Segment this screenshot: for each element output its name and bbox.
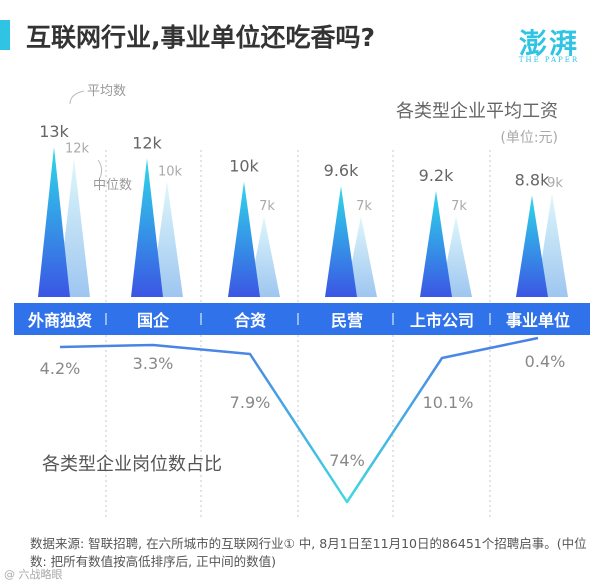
job-share-line <box>59 336 539 504</box>
source-note: 数据来源: 智联招聘, 在六所城市的互联网行业① 中, 8月1日至11月10日的… <box>30 536 587 569</box>
mean-value-label: 9.2k <box>419 166 454 185</box>
median-value-label: 7k <box>356 199 372 214</box>
job-share-label: 10.1% <box>423 393 474 412</box>
title-accent-bar <box>0 20 10 50</box>
mean-bar <box>131 158 163 297</box>
median-value-label: 9k <box>547 176 563 191</box>
median-value-label: 7k <box>259 199 275 214</box>
salary-chart-unit: (单位:元) <box>500 130 558 146</box>
logo-text: 澎湃 <box>518 27 579 60</box>
job-share-label: 0.4% <box>525 352 566 371</box>
legend-median-pointer <box>97 159 103 179</box>
legend-mean-label: 平均数 <box>87 84 126 99</box>
category-label: 合资 <box>234 311 266 330</box>
category-band <box>14 303 590 335</box>
watermark: @ 六战略眼 <box>4 568 63 581</box>
job-share-label: 74% <box>329 451 365 470</box>
category-label: 上市公司 <box>410 311 474 330</box>
median-value-label: 10k <box>158 165 183 180</box>
category-label: 外商独资 <box>27 311 92 330</box>
mean-bar <box>516 195 548 297</box>
mean-bar <box>325 186 357 297</box>
category-label: 事业单位 <box>506 311 570 330</box>
legend-mean-pointer <box>69 90 85 105</box>
job-share-label: 3.3% <box>133 354 174 373</box>
page-title: 互联网行业,事业单位还吃香吗? <box>26 23 376 52</box>
salary-chart-title: 各类型企业平均工资 <box>396 101 558 122</box>
logo-subtext: THE PAPER <box>518 56 580 64</box>
category-label: 民营 <box>331 311 363 330</box>
brand-logo: 澎湃 THE PAPER <box>512 22 586 64</box>
mean-bar <box>420 190 452 297</box>
median-value-label: 7k <box>451 199 467 214</box>
job-share-label: 4.2% <box>40 359 81 378</box>
header: 互联网行业,事业单位还吃香吗? 澎湃 THE PAPER <box>0 8 600 64</box>
mean-value-label: 12k <box>132 134 162 153</box>
category-label: 国企 <box>137 311 170 330</box>
mean-value-label: 9.6k <box>324 161 359 180</box>
job-share-label: 7.9% <box>230 393 271 412</box>
mean-value-label: 13k <box>39 122 69 141</box>
mean-value-label: 10k <box>229 157 259 176</box>
mean-value-label: 8.8k <box>515 170 550 189</box>
legend-median-label: 中位数 <box>93 178 132 193</box>
median-bar <box>536 193 568 297</box>
mean-bar <box>228 181 260 297</box>
mean-bar <box>38 147 70 297</box>
job-share-chart-title: 各类型企业岗位数占比 <box>42 454 222 475</box>
median-value-label: 12k <box>65 142 90 157</box>
